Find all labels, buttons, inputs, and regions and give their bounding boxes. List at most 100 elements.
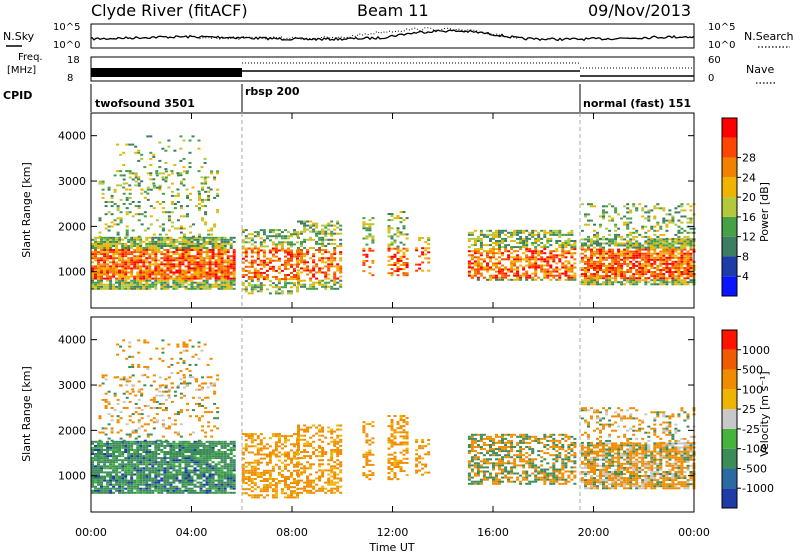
echo-cell xyxy=(169,489,173,492)
echo-cell xyxy=(176,384,180,387)
echo-cell xyxy=(623,250,627,253)
echo-cell xyxy=(139,240,143,243)
echo-cell xyxy=(668,273,672,276)
echo-cell xyxy=(644,258,648,261)
echo-cell xyxy=(133,449,137,451)
echo-cell xyxy=(142,487,146,490)
echo-cell xyxy=(172,279,176,282)
echo-cell xyxy=(602,258,605,261)
echo-cell xyxy=(555,233,559,236)
echo-cell xyxy=(184,259,188,262)
echo-cell xyxy=(124,446,128,449)
echo-cell xyxy=(632,250,636,253)
echo-cell xyxy=(626,262,630,265)
echo-cell xyxy=(136,481,140,484)
echo-cell xyxy=(133,487,137,490)
echo-cell xyxy=(396,257,400,260)
echo-cell xyxy=(244,280,248,283)
echo-cell xyxy=(142,251,146,254)
echo-cell xyxy=(184,463,188,466)
echo-cell xyxy=(537,235,541,238)
echo-cell xyxy=(482,266,486,269)
echo-cell xyxy=(217,287,221,290)
echo-cell xyxy=(103,253,107,256)
echo-cell xyxy=(112,251,116,254)
echo-cell xyxy=(211,236,215,239)
echo-cell xyxy=(127,259,131,262)
echo-cell xyxy=(635,242,639,245)
echo-cell xyxy=(287,290,290,293)
echo-cell xyxy=(178,469,182,472)
echo-cell xyxy=(300,257,303,260)
echo-cell xyxy=(151,259,155,262)
echo-cell xyxy=(686,221,690,224)
echo-cell xyxy=(626,252,630,255)
echo-cell xyxy=(136,461,140,464)
echo-cell xyxy=(555,248,559,251)
echo-cell xyxy=(139,245,143,247)
echo-cell xyxy=(178,257,182,260)
echo-cell xyxy=(226,255,230,258)
echo-cell xyxy=(226,238,230,241)
echo-cell xyxy=(686,252,690,255)
echo-cell xyxy=(647,215,651,218)
echo-cell xyxy=(531,244,535,247)
echo-cell xyxy=(91,477,94,480)
echo-cell xyxy=(546,240,550,242)
echo-cell xyxy=(163,469,167,472)
echo-cell xyxy=(133,275,137,278)
echo-cell xyxy=(198,209,201,212)
echo-cell xyxy=(570,240,574,242)
echo-cell xyxy=(160,459,164,462)
echo-cell xyxy=(504,244,508,247)
echo-cell xyxy=(290,286,293,289)
echo-cell xyxy=(170,201,174,203)
echo-cell xyxy=(540,258,544,261)
echo-cell xyxy=(268,235,272,238)
echo-cell xyxy=(124,479,128,482)
echo-cell xyxy=(396,229,400,232)
echo-cell xyxy=(130,247,134,249)
echo-cell xyxy=(103,271,107,274)
echo-cell xyxy=(139,287,143,290)
echo-cell xyxy=(501,231,504,234)
echo-cell xyxy=(133,257,137,260)
echo-cell xyxy=(584,213,587,216)
echo-cell xyxy=(528,276,532,279)
echo-cell xyxy=(570,274,574,277)
echo-cell xyxy=(650,225,654,228)
echo-cell xyxy=(103,449,107,451)
echo-cell xyxy=(189,192,192,195)
echo-cell xyxy=(151,277,155,280)
echo-cell xyxy=(402,243,406,246)
echo-cell xyxy=(151,457,155,460)
echo-cell xyxy=(145,481,149,484)
echo-cell xyxy=(662,248,666,251)
echo-cell xyxy=(290,243,293,246)
echo-cell xyxy=(662,217,666,220)
echo-cell xyxy=(125,225,129,228)
echo-cell xyxy=(680,271,684,273)
echo-cell xyxy=(599,246,602,249)
echo-cell xyxy=(590,260,593,263)
echo-cell xyxy=(199,259,203,262)
echo-cell xyxy=(199,453,203,455)
echo-cell xyxy=(100,487,103,490)
echo-cell xyxy=(127,444,131,447)
echo-cell xyxy=(418,239,422,242)
echo-cell xyxy=(629,281,633,284)
echo-cell xyxy=(124,271,128,274)
echo-cell xyxy=(155,172,159,175)
echo-cell xyxy=(217,263,221,266)
echo-cell xyxy=(327,251,331,254)
echo-cell xyxy=(169,455,173,458)
echo-cell xyxy=(247,278,251,281)
echo-cell xyxy=(193,479,197,482)
echo-cell xyxy=(211,481,215,484)
echo-cell xyxy=(109,459,113,462)
echo-cell xyxy=(94,265,97,268)
echo-cell xyxy=(211,479,215,482)
echo-cell xyxy=(115,273,119,276)
echo-cell xyxy=(531,250,535,253)
